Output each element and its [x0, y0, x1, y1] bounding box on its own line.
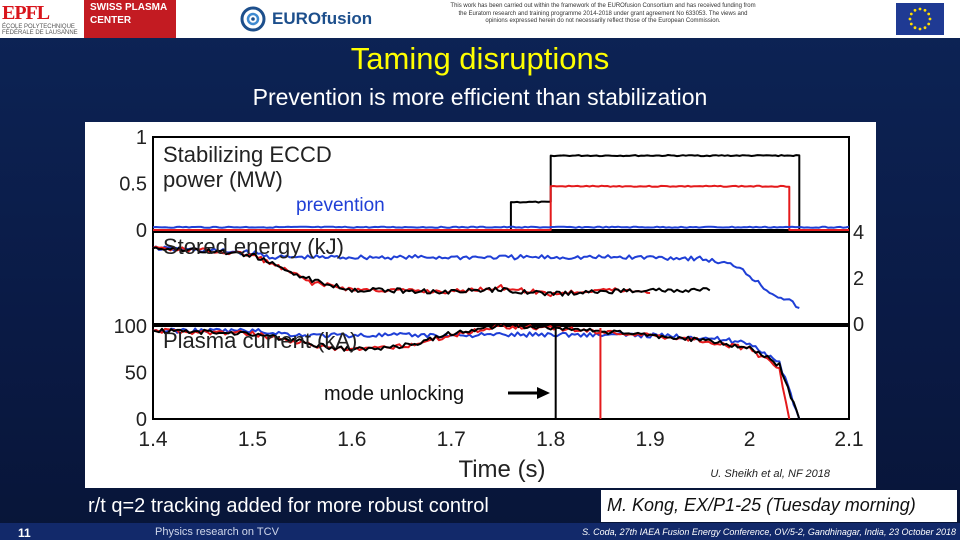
- x-tick-label: 1.4: [138, 428, 168, 451]
- eu-flag-star: [923, 26, 927, 30]
- conclusion-text: r/t q=2 tracking added for more robust c…: [88, 495, 489, 517]
- eu-flag-star: [913, 26, 917, 30]
- panel-title: Stabilizing ECCD: [163, 142, 332, 167]
- eu-flag-star: [927, 12, 931, 16]
- epfl-logo-mark: EPFL: [2, 2, 50, 24]
- epfl-logo: EPFL ÉCOLE POLYTECHNIQUE FÉDÉRALE DE LAU…: [2, 2, 80, 36]
- footer-bar: [0, 523, 960, 540]
- series-line-black: [152, 322, 801, 420]
- funding-disclaimer: This work has been carried out within th…: [450, 3, 756, 24]
- eu-flag-star: [927, 22, 931, 26]
- y-tick-label: 100: [114, 316, 147, 338]
- header-banner: EPFL ÉCOLE POLYTECHNIQUE FÉDÉRALE DE LAU…: [0, 0, 960, 38]
- eu-flag-star: [918, 27, 922, 31]
- slide-subtitle: Prevention is more efficient than stabil…: [252, 84, 708, 110]
- x-tick-label: 1.6: [337, 428, 366, 451]
- chart-panel: Stabilizing ECCD power (MW) 1 0.5 0 preventio…: [85, 122, 876, 488]
- eu-flag-star: [908, 17, 912, 21]
- series-line-black: [152, 246, 711, 297]
- y-tick-label-right: 2: [853, 268, 864, 290]
- x-tick-label: 2.1: [834, 428, 863, 451]
- x-tick-label: 1.7: [437, 428, 466, 451]
- x-tick-label: 1.9: [636, 428, 665, 451]
- eurofusion-logo: EUROfusion: [240, 5, 372, 33]
- eu-flag-star: [928, 17, 932, 21]
- eu-flag-star: [909, 22, 913, 26]
- spc-line-2: CENTER: [90, 15, 132, 26]
- series-line-red: [153, 184, 849, 231]
- mode-unlocking-annotation: mode unlocking: [324, 383, 464, 405]
- series-line-blue: [152, 245, 800, 309]
- page-number: 11: [18, 526, 31, 540]
- y-tick-label: 1: [136, 127, 147, 149]
- y-tick-label: 0.5: [119, 174, 147, 196]
- chart-citation: U. Sheikh et al, NF 2018: [710, 468, 831, 480]
- panel-title: Stored energy (kJ): [163, 234, 344, 259]
- x-axis-label: Time (s): [458, 456, 545, 483]
- reference-text: M. Kong, EX/P1-25 (Tuesday morning): [607, 495, 916, 515]
- y-tick-label: 50: [125, 363, 147, 385]
- swiss-plasma-center-logo: SWISS PLASMA CENTER: [84, 0, 176, 38]
- y-tick-label: 0: [136, 220, 147, 242]
- slide-title: Taming disruptions: [350, 41, 610, 76]
- y-tick-label-right: 0: [853, 314, 864, 336]
- eurofusion-wordmark: EUROfusion: [272, 9, 373, 28]
- footer-section-title: Physics research on TCV: [155, 526, 279, 538]
- prevention-annotation: prevention: [296, 195, 385, 216]
- eu-flag-icon: [896, 3, 944, 35]
- spc-logo-text: SWISS PLASMA CENTER: [90, 1, 167, 27]
- spc-line-1: SWISS PLASMA: [90, 2, 168, 13]
- y-tick-label: 0: [136, 409, 147, 431]
- annotation-arrow-head: [537, 387, 550, 399]
- series-line-blue: [152, 225, 850, 229]
- reference-box: M. Kong, EX/P1-25 (Tuesday morning): [601, 490, 957, 522]
- eu-flag-star: [913, 8, 917, 12]
- epfl-logo-subtitle: ÉCOLE POLYTECHNIQUE FÉDÉRALE DE LAUSANNE: [2, 24, 78, 36]
- panel-title: power (MW): [163, 167, 283, 192]
- y-tick-label-right: 4: [853, 222, 864, 244]
- footer-citation: S. Coda, 27th IAEA Fusion Energy Confere…: [582, 527, 956, 537]
- x-tick-label: 1.5: [238, 428, 267, 451]
- x-tick-label: 1.8: [536, 428, 565, 451]
- x-tick-label: 2: [744, 428, 756, 451]
- panel-title: Plasma current (kA): [163, 328, 357, 353]
- eurofusion-swirl-icon: [240, 6, 266, 32]
- eu-flag-star: [918, 7, 922, 11]
- eu-flag-star: [909, 12, 913, 16]
- eu-flag-star: [923, 8, 927, 12]
